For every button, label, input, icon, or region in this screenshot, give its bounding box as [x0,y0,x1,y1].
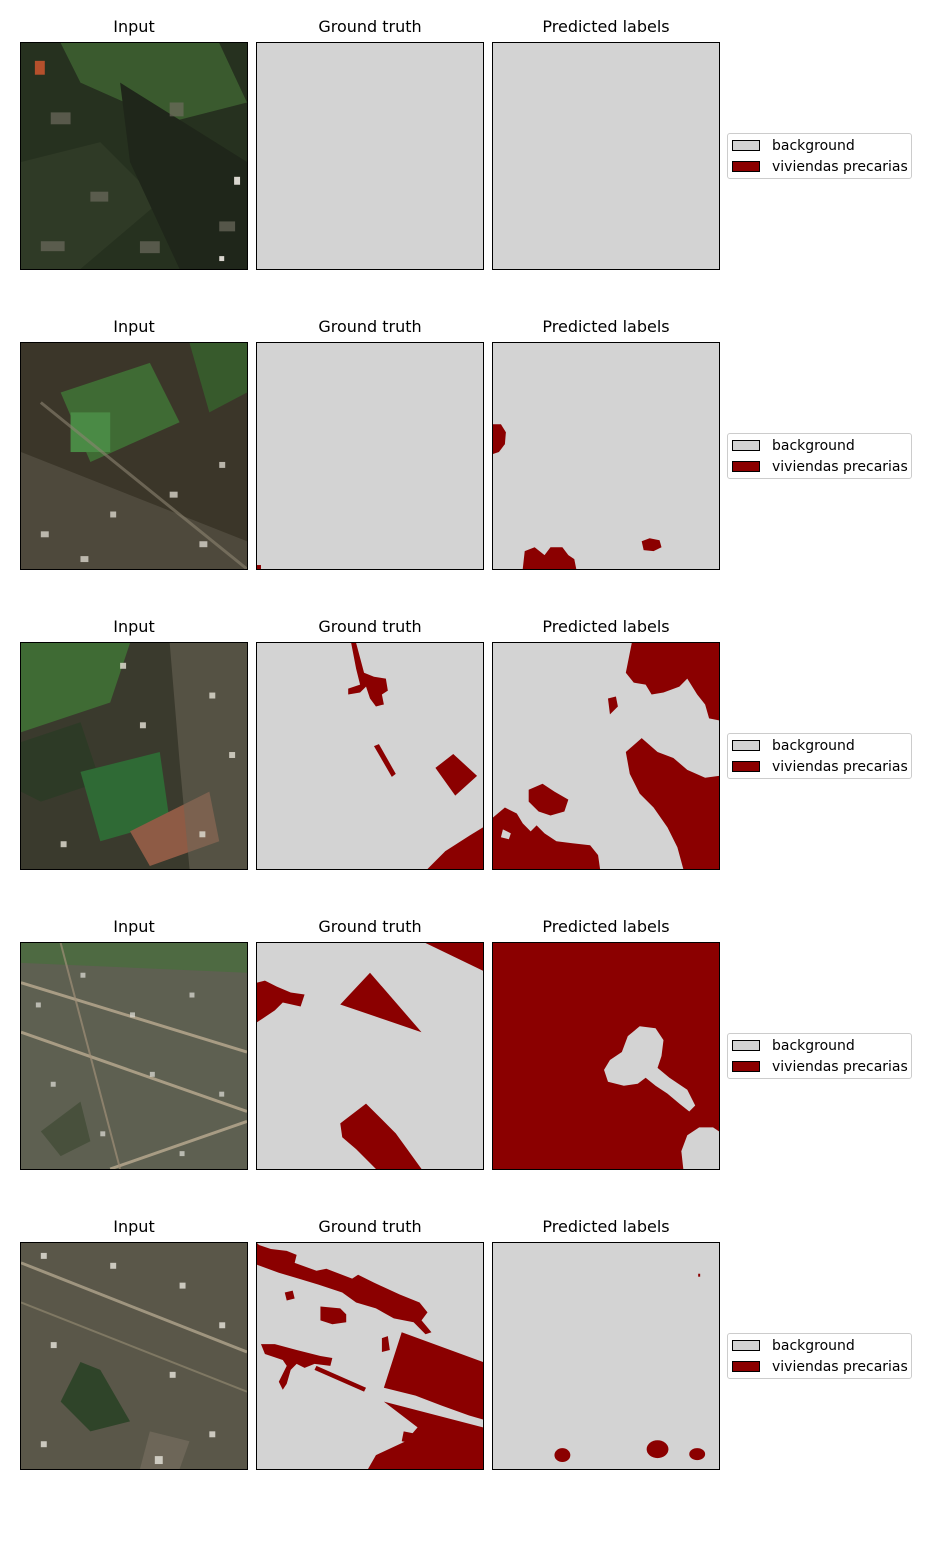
ground-truth-mask [256,342,484,570]
input-image [20,42,248,270]
input-title: Input [113,317,155,336]
ground-truth-title: Ground truth [318,1217,422,1236]
predicted-mask [492,642,720,870]
legend: background viviendas precarias [727,1033,912,1079]
predicted-mask [492,42,720,270]
legend: background viviendas precarias [727,133,912,179]
legend-swatch [732,1361,760,1372]
legend-item-background: background [732,437,910,455]
legend-label: viviendas precarias [772,1359,908,1375]
legend-label: background [772,1038,855,1054]
input-image [20,942,248,1170]
legend-label: background [772,1338,855,1354]
legend-item-viviendas: viviendas precarias [732,1358,910,1376]
legend-swatch [732,1061,760,1072]
legend-swatch [732,161,760,172]
legend: background viviendas precarias [727,733,912,779]
sample-row-5: Input Ground truth Predicted labels [0,1217,931,1542]
predicted-title: Predicted labels [542,917,670,936]
legend-swatch [732,461,760,472]
predicted-title: Predicted labels [542,1217,670,1236]
legend-item-background: background [732,1037,910,1055]
predicted-mask [492,342,720,570]
legend-swatch [732,740,760,751]
predicted-mask [492,942,720,1170]
predicted-mask [492,1242,720,1470]
legend-label: background [772,738,855,754]
input-image [20,342,248,570]
legend-item-viviendas: viviendas precarias [732,458,910,476]
input-image [20,1242,248,1470]
legend-swatch [732,1340,760,1351]
ground-truth-title: Ground truth [318,617,422,636]
legend-label: viviendas precarias [772,459,908,475]
ground-truth-title: Ground truth [318,917,422,936]
sample-row-3: Input Ground truth Predicted labels [0,617,931,942]
legend-item-viviendas: viviendas precarias [732,158,910,176]
legend-item-viviendas: viviendas precarias [732,1058,910,1076]
ground-truth-mask [256,42,484,270]
legend: background viviendas precarias [727,433,912,479]
legend-item-background: background [732,1337,910,1355]
input-title: Input [113,17,155,36]
legend-item-background: background [732,137,910,155]
legend-swatch [732,440,760,451]
legend-item-background: background [732,737,910,755]
legend-swatch [732,1040,760,1051]
input-title: Input [113,617,155,636]
ground-truth-title: Ground truth [318,317,422,336]
predicted-title: Predicted labels [542,17,670,36]
ground-truth-mask [256,1242,484,1470]
predicted-title: Predicted labels [542,317,670,336]
legend-swatch [732,761,760,772]
legend-label: viviendas precarias [772,159,908,175]
input-title: Input [113,1217,155,1236]
input-image [20,642,248,870]
legend-label: viviendas precarias [772,1059,908,1075]
ground-truth-title: Ground truth [318,17,422,36]
sample-row-1: Input Ground truth Predicted labels back… [0,17,931,342]
legend-label: background [772,138,855,154]
ground-truth-mask [256,642,484,870]
legend-item-viviendas: viviendas precarias [732,758,910,776]
predicted-title: Predicted labels [542,617,670,636]
sample-row-4: Input Ground truth Predicted labels [0,917,931,1242]
sample-row-2: Input Ground truth Predicted labels [0,317,931,642]
legend: background viviendas precarias [727,1333,912,1379]
legend-swatch [732,140,760,151]
input-title: Input [113,917,155,936]
legend-label: viviendas precarias [772,759,908,775]
ground-truth-mask [256,942,484,1170]
legend-label: background [772,438,855,454]
